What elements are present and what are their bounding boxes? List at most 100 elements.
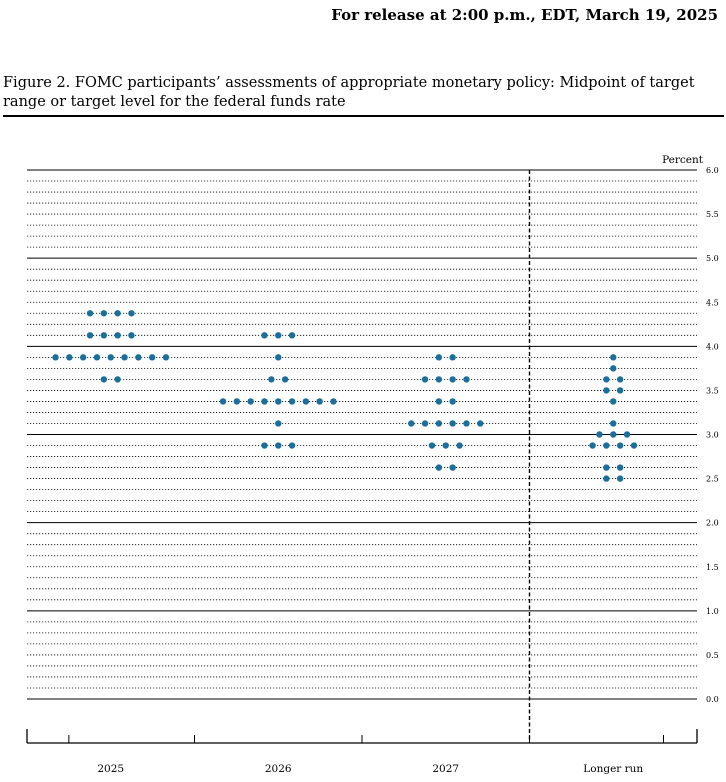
- dot-point: [275, 332, 282, 339]
- dot-point: [449, 398, 456, 405]
- dot-point: [603, 387, 610, 394]
- dot-point: [302, 398, 310, 405]
- dot-point: [275, 442, 282, 449]
- dot-point: [610, 420, 617, 427]
- dot-point: [477, 420, 484, 427]
- dot-point: [275, 398, 282, 405]
- dot-point: [100, 376, 108, 383]
- dot-point: [421, 420, 429, 427]
- dot-point: [275, 354, 282, 361]
- dot-point: [616, 475, 624, 482]
- dot-point: [616, 387, 624, 394]
- dot-point: [408, 420, 415, 427]
- dot-point: [630, 442, 638, 449]
- y-tick-label: 2.0: [706, 519, 719, 528]
- dot-point: [100, 310, 108, 317]
- dot-point: [623, 431, 631, 438]
- dot-point: [86, 310, 94, 317]
- y-tick-label: 5.0: [706, 254, 719, 263]
- y-tick-label: 4.5: [706, 298, 719, 307]
- dot-point: [261, 398, 268, 405]
- dot-point: [114, 376, 121, 383]
- x-tick-labels: 2025 2026 2027 Longer run: [97, 763, 643, 775]
- dot-point: [219, 398, 227, 405]
- y-tick-label: 2.5: [706, 475, 719, 484]
- dot-point: [589, 442, 596, 449]
- dot-point: [463, 376, 470, 383]
- dots-layer: [52, 310, 638, 482]
- dot-point: [449, 376, 456, 383]
- dot-point: [603, 376, 610, 383]
- dot-point: [421, 376, 429, 383]
- figure-title: Figure 2. FOMC participants’ assessments…: [3, 75, 695, 110]
- dot-point: [148, 354, 156, 361]
- dot-point: [107, 354, 114, 361]
- dot-point: [610, 431, 617, 438]
- dot-point: [330, 398, 337, 405]
- dot-point: [128, 332, 135, 339]
- x-tick-label: Longer run: [583, 763, 643, 775]
- y-tick-label: 0.5: [706, 651, 719, 660]
- dot-point: [288, 398, 296, 405]
- dot-point: [261, 332, 268, 339]
- dot-point: [610, 398, 617, 405]
- dot-point: [52, 354, 59, 361]
- dot-point: [435, 398, 443, 405]
- dot-point: [435, 464, 443, 471]
- dot-point: [275, 420, 282, 427]
- x-tick-label: 2027: [432, 763, 459, 775]
- dot-point: [596, 431, 603, 438]
- y-tick-label: 1.0: [706, 607, 719, 616]
- dot-point: [114, 310, 121, 317]
- dot-point: [603, 442, 610, 449]
- dot-point: [610, 354, 617, 361]
- y-tick-labels: 0.0 0.5 1.0 1.5 2.0 2.5 3.0 3.5 4.0 4.5 5.0 5.5 6.0: [706, 166, 719, 704]
- y-tick-label: 6.0: [706, 166, 719, 175]
- y-tick-label: 3.0: [706, 431, 719, 440]
- dot-point: [114, 332, 121, 339]
- dot-point: [449, 420, 456, 427]
- dot-point: [66, 354, 73, 361]
- dot-point: [233, 398, 241, 405]
- release-notice: For release at 2:00 p.m., EDT, March 19,…: [331, 6, 718, 24]
- dot-point: [162, 354, 170, 361]
- dot-point: [288, 332, 296, 339]
- y-tick-label: 3.5: [706, 386, 719, 395]
- dot-point: [456, 442, 463, 449]
- dot-point: [603, 475, 610, 482]
- dot-point: [616, 464, 624, 471]
- dot-point: [435, 354, 443, 361]
- y-tick-label: 5.5: [706, 210, 719, 219]
- grid-lines: [27, 169, 697, 700]
- dot-point: [316, 398, 323, 405]
- dot-point: [281, 376, 289, 383]
- y-tick-label: 4.0: [706, 342, 719, 351]
- dot-point: [428, 442, 436, 449]
- dot-point: [93, 354, 101, 361]
- dot-point: [616, 442, 624, 449]
- dot-point: [603, 464, 610, 471]
- dot-point: [268, 376, 275, 383]
- dot-point: [442, 442, 449, 449]
- dot-point: [435, 420, 443, 427]
- x-tick-label: 2026: [265, 763, 292, 775]
- dot-point: [435, 376, 443, 383]
- dot-point: [449, 464, 456, 471]
- dot-point: [247, 398, 254, 405]
- y-axis-label: Percent: [662, 154, 704, 166]
- dot-point: [100, 332, 108, 339]
- dot-point: [261, 442, 268, 449]
- dot-point: [86, 332, 94, 339]
- y-tick-label: 1.5: [706, 563, 719, 572]
- dot-point: [79, 354, 87, 361]
- title-rule: [3, 115, 724, 117]
- dot-point: [128, 310, 135, 317]
- dot-point: [135, 354, 142, 361]
- dot-point: [610, 365, 617, 372]
- x-tick-label: 2025: [97, 763, 124, 775]
- x-axis: [26, 170, 698, 744]
- dot-point: [121, 354, 128, 361]
- dot-point: [288, 442, 296, 449]
- dot-point: [463, 420, 470, 427]
